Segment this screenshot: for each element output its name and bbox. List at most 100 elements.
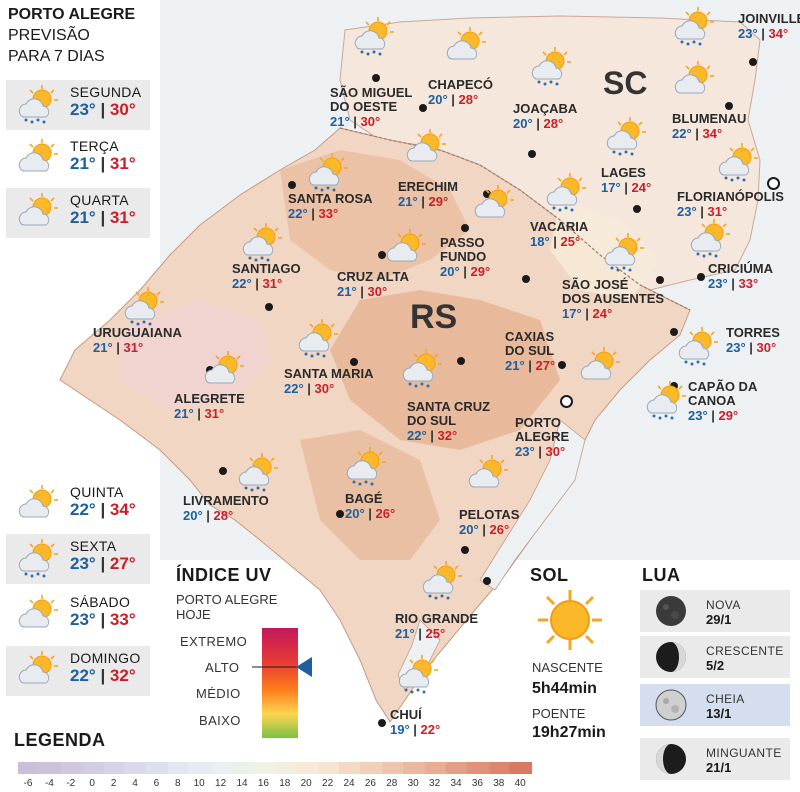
max-temp: 32° [109,666,136,685]
city-label: ALEGRETE 21° | 31° [174,392,245,422]
min-temp: 22° [288,206,308,221]
sun-cloud-icon [400,128,450,168]
sun-cloud-rain-icon [12,538,62,578]
city-temps: 21° | 29° [398,194,449,209]
moon-phase-row: NOVA 29/1 [640,590,790,632]
city-label: CAXIAS DO SUL 21° | 27° [505,330,556,374]
moon-phase-row: CHEIA 13/1 [640,684,790,726]
max-temp: 27° [109,554,136,573]
legend-tick-label: 32 [429,778,441,789]
sun-cloud-rain-icon [672,326,722,366]
city-name: JOAÇABA [513,101,578,116]
city-name: LAGES [601,165,646,180]
sun-cloud-icon [440,26,490,66]
sun-cloud-rain-icon [598,232,648,272]
sun-cloud-rain-icon [232,452,282,492]
legend-tick-label: 10 [193,778,205,789]
min-temp: 22° [672,126,692,141]
legend-swatch [125,762,147,774]
legend-swatch [167,762,190,774]
sun-cloud-icon [12,650,62,690]
city-label: SANTIAGO 22° | 31° [232,262,301,292]
min-temp: 19° [390,722,410,737]
city-marker [461,546,469,554]
city-label: JOAÇABA 20° | 28° [513,101,578,132]
warm-zone-south [300,430,440,560]
max-temp: 32° [437,428,458,443]
city-marker [265,303,273,311]
legend-swatch [424,762,447,774]
sun-cloud-rain-icon [340,446,390,486]
legend-swatch [488,762,511,774]
sun-cloud-rain-icon [712,142,762,182]
uv-level-extreme: EXTREMO [180,634,248,649]
max-temp: 29° [470,264,491,279]
city-temps: 22° | 34° [672,126,723,141]
forecast-day-temps: 22° | 34° [70,500,136,519]
sun-cloud-rain-icon [668,6,718,46]
max-temp: 27° [535,358,556,373]
max-temp: 26° [375,506,396,521]
forecast-day-name: SEGUNDA [70,84,142,100]
warm-zone-central [330,290,560,450]
city-label: JOINVILLE 23° | 34° [738,11,800,42]
max-temp: 25° [425,626,446,641]
legend-tick-label: 26 [364,778,376,789]
min-temp: 21° [93,340,113,355]
city-temps: 21° | 31° [93,340,144,355]
city-label: SÃO MIGUEL DO OESTE 21° | 30° [330,86,412,130]
city-marker [350,358,358,366]
city-temps: 21° | 30° [330,114,381,129]
sun-cloud-icon [12,138,62,178]
city-temps: 22° | 32° [407,428,458,443]
max-temp: 30° [756,340,777,355]
forecast-day-name: TERÇA [70,138,119,154]
max-temp: 31° [707,204,728,219]
city-marker [522,275,530,283]
city-temps: 23° | 29° [688,408,739,423]
region-label-sc: SC [603,65,648,101]
city-marker [558,361,566,369]
forecast-day: QUINTA 22° | 34° [6,480,150,530]
legend-swatch [360,762,383,774]
max-temp: 33° [738,276,759,291]
city-temps: 20° | 28° [513,116,564,131]
max-temp: 33° [318,206,339,221]
legend-swatch [82,762,105,774]
forecast-day-temps: 23° | 33° [70,610,136,629]
legend-swatch [274,762,297,774]
city-label: CRICIÚMA 23° | 33° [708,262,773,292]
city-marker [219,467,227,475]
legend-tick-label: 14 [236,778,248,789]
city-marker [633,205,641,213]
legend-swatch [60,762,83,774]
sunrise-time: 5h44min [532,680,597,697]
legend-tick-label: -6 [23,778,33,789]
city-label: URUGUAIANA 21° | 31° [93,326,182,356]
city-label: CHAPECÓ 20° | 28° [428,78,493,108]
city-name: JOINVILLE [738,11,800,26]
sun-cloud-rain-icon [292,318,342,358]
city-marker [378,251,386,259]
legend-swatch [381,762,404,774]
city-name: CRUZ ALTA [337,269,409,284]
city-marker [288,181,296,189]
full-moon-icon [654,688,688,727]
sun-cloud-rain-icon [118,286,168,326]
min-temp: 21° [398,194,418,209]
city-temps: 20° | 28° [428,92,479,107]
min-temp: 23° [726,340,746,355]
max-temp: 22° [420,722,441,737]
city-label: PASSO FUNDO 20° | 29° [440,236,491,280]
legend-tick-label: 40 [514,778,526,789]
legend-tick-label: 16 [257,778,269,789]
min-temp: 23° [708,276,728,291]
forecast-day: SEXTA 23° | 27° [6,534,150,584]
min-temp: 22° [407,428,427,443]
max-temp: 28° [458,92,479,107]
moon-phase-name: CRESCENTE [706,644,784,658]
sun-cloud-icon [12,484,62,524]
max-temp: 29° [718,408,739,423]
city-marker [670,382,678,390]
legend-title: LEGENDA [14,730,106,750]
